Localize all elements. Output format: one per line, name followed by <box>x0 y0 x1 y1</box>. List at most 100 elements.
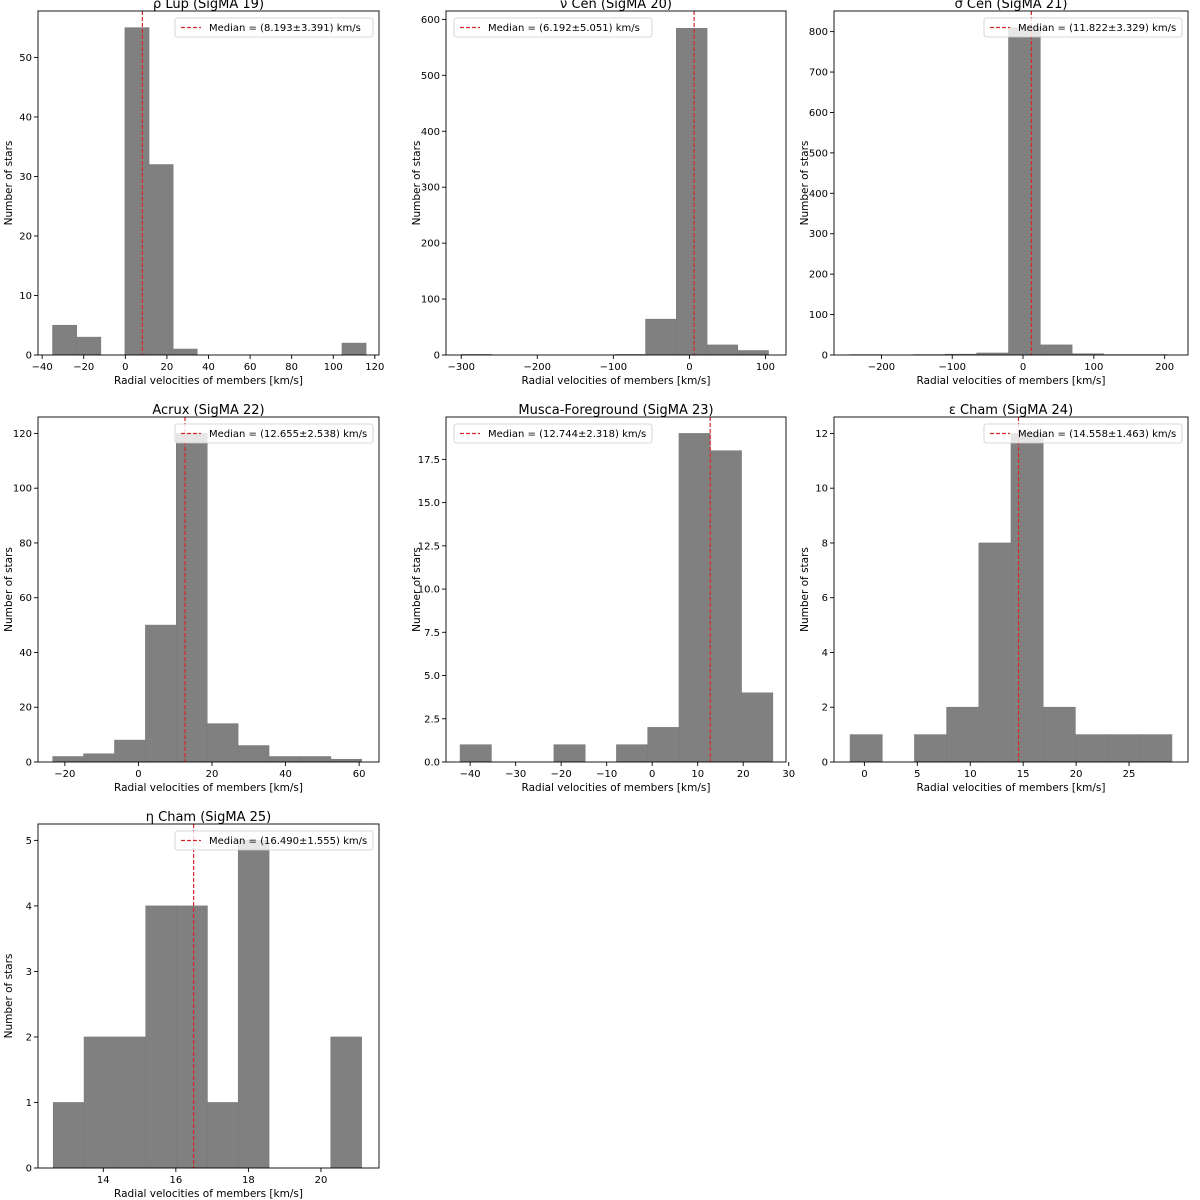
y-tick-label: 3 <box>26 967 32 978</box>
x-tick-label: 5 <box>914 769 920 780</box>
histogram-bar <box>1008 27 1041 355</box>
histogram-bar <box>914 734 947 762</box>
y-tick-label: 600 <box>421 15 440 26</box>
x-tick-label: 18 <box>242 1175 255 1186</box>
x-tick-label: 80 <box>285 362 298 373</box>
histogram-bar <box>706 344 739 355</box>
y-tick-label: 10.0 <box>418 585 440 596</box>
x-axis-label: Radial velocities of members [km/s] <box>917 375 1106 387</box>
y-tick-label: 40 <box>19 648 32 659</box>
x-tick-label: −30 <box>505 769 526 780</box>
histogram-panel: −40 −20 0 20 40 60 80 100 120 0 10 20 30 40 50 ρ Lup (S… <box>3 0 384 387</box>
histogram-bar <box>1107 734 1141 762</box>
y-axis-label: Number of stars <box>799 547 811 632</box>
histogram-bar <box>83 753 115 762</box>
y-axis-label: Number of stars <box>799 141 811 226</box>
histogram-bar <box>330 1036 362 1168</box>
histogram-bar <box>176 905 208 1168</box>
y-tick-label: 700 <box>809 68 828 79</box>
y-tick-label: 15.0 <box>418 498 440 509</box>
y-tick-label: 0 <box>822 351 828 362</box>
y-tick-label: 6 <box>822 593 828 604</box>
histogram-bar <box>553 744 586 762</box>
legend: Median = (8.193±3.391) km/s <box>174 17 374 38</box>
y-tick-label: 80 <box>19 538 32 549</box>
legend-box <box>453 423 653 444</box>
legend: Median = (14.558±1.463) km/s <box>983 423 1183 444</box>
legend: Median = (12.744±2.318) km/s <box>453 423 653 444</box>
x-axis-label: Radial velocities of members [km/s] <box>522 375 711 387</box>
x-tick-label: 30 <box>782 769 795 780</box>
y-tick-label: 17.5 <box>418 455 440 466</box>
histogram-bar <box>1010 433 1044 762</box>
x-axis-label: Radial velocities of members [km/s] <box>114 375 303 387</box>
histogram-panel: −40 −30 −20 −10 0 10 20 30 0.0 2.5 5.0 7.5 10.0 12.5 1… <box>411 403 795 794</box>
x-tick-label: 0 <box>861 769 867 780</box>
x-tick-label: 200 <box>1155 362 1174 373</box>
x-tick-label: −40 <box>460 769 481 780</box>
y-tick-label: 500 <box>809 148 828 159</box>
y-tick-label: 8 <box>822 538 828 549</box>
x-tick-label: 20 <box>1070 769 1083 780</box>
chart-title: Acrux (SigMA 22) <box>152 403 264 418</box>
x-axis-label: Radial velocities of members [km/s] <box>114 782 303 794</box>
histogram-panel: −300 −200 −100 0 100 0 100 200 300 400 500 600 ν Cen… <box>411 0 787 387</box>
x-tick-label: 15 <box>1017 769 1030 780</box>
y-tick-label: 120 <box>13 429 32 440</box>
axes-frame <box>445 10 787 356</box>
x-tick-label: 40 <box>202 362 215 373</box>
y-tick-label: 10 <box>815 484 828 495</box>
histogram-bar <box>206 723 239 762</box>
histogram-bar <box>114 1036 147 1168</box>
histogram-bar <box>237 745 270 762</box>
histogram-bar <box>647 727 680 762</box>
y-tick-label: 12 <box>815 429 828 440</box>
y-tick-label: 0 <box>26 1164 32 1175</box>
x-tick-label: 0 <box>122 362 128 373</box>
x-tick-label: 14 <box>97 1175 110 1186</box>
x-tick-label: 10 <box>964 769 977 780</box>
legend-entry: Median = (6.192±5.051) km/s <box>488 23 640 34</box>
x-tick-label: 60 <box>244 362 257 373</box>
x-tick-label: 20 <box>315 1175 328 1186</box>
y-tick-label: 100 <box>809 310 828 321</box>
y-tick-label: 2 <box>822 703 828 714</box>
histogram-bar <box>1075 734 1108 762</box>
histogram-bar <box>678 433 711 762</box>
y-tick-label: 4 <box>822 648 828 659</box>
y-tick-label: 400 <box>421 127 440 138</box>
y-tick-label: 200 <box>809 270 828 281</box>
chart-title: ε Cham (SigMA 24) <box>949 403 1073 418</box>
legend-box <box>453 17 653 38</box>
x-tick-label: −200 <box>524 362 551 373</box>
histogram-bar <box>459 744 492 762</box>
histogram-bar <box>237 840 270 1168</box>
y-tick-label: 200 <box>421 239 440 250</box>
y-tick-label: 300 <box>809 229 828 240</box>
legend-entry: Median = (14.558±1.463) km/s <box>1018 429 1176 440</box>
histogram-bar <box>268 756 301 762</box>
x-tick-label: −200 <box>868 362 895 373</box>
x-tick-label: 100 <box>324 362 343 373</box>
x-tick-label: 0 <box>649 769 655 780</box>
histogram-bar <box>978 542 1012 762</box>
histogram-bar <box>145 624 177 762</box>
y-tick-label: 2.5 <box>424 714 440 725</box>
legend-box <box>983 17 1183 38</box>
x-tick-label: −10 <box>596 769 617 780</box>
y-tick-label: 100 <box>421 295 440 306</box>
legend-box <box>983 423 1183 444</box>
histogram-bar <box>616 744 649 762</box>
y-tick-label: 20 <box>19 231 32 242</box>
chart-title: η Cham (SigMA 25) <box>146 810 272 825</box>
y-tick-label: 0 <box>26 351 32 362</box>
legend-box <box>174 423 374 444</box>
histogram-bar <box>83 1036 116 1168</box>
histogram-bar <box>176 433 208 762</box>
histogram-panel: 14 16 18 20 0 1 2 3 4 5 η Cham (SigMA 25) Radial ve… <box>3 810 380 1200</box>
legend: Median = (6.192±5.051) km/s <box>453 17 653 38</box>
y-tick-label: 40 <box>19 112 32 123</box>
y-tick-label: 0.0 <box>424 758 440 769</box>
y-axis-label: Number of stars <box>411 141 423 226</box>
x-tick-label: −40 <box>32 362 53 373</box>
